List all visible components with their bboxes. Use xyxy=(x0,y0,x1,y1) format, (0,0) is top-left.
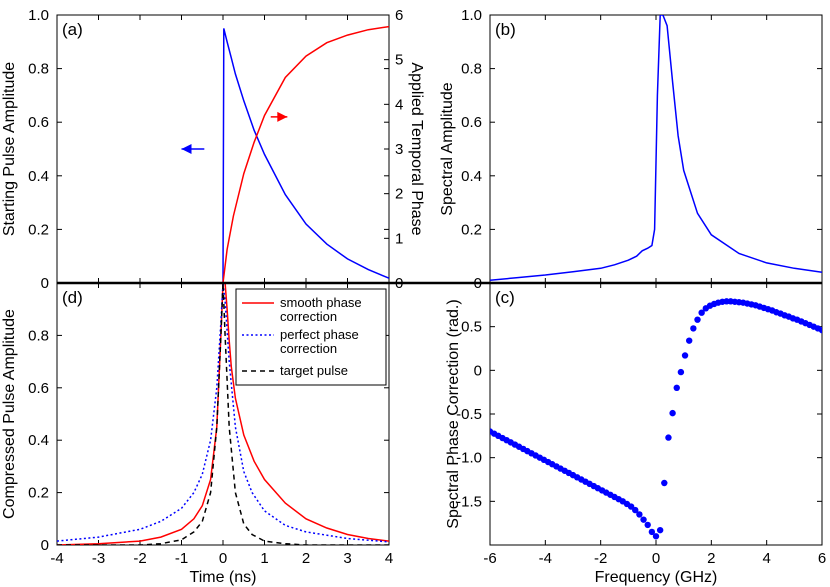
legend-entry: perfect phase correction xyxy=(280,327,359,356)
panel-c xyxy=(489,282,823,546)
x-tick-label: 0 xyxy=(652,550,660,567)
data-point xyxy=(694,316,701,323)
panel-label: (b) xyxy=(495,20,516,39)
y-tick-label: 0.8 xyxy=(28,327,49,344)
series-group-d xyxy=(57,283,389,545)
y-tick-label: 0.4 xyxy=(461,168,482,185)
panel-a xyxy=(56,14,390,284)
legend: smooth phase correction perfect phase corre… xyxy=(235,288,387,386)
x-tick-label: -1 xyxy=(175,550,188,567)
panel-label: (c) xyxy=(495,288,515,307)
data-point xyxy=(818,326,822,334)
x-tick-label: 4 xyxy=(385,550,393,567)
legend-entry: smooth phase correction xyxy=(280,295,362,324)
x-tick-label: 3 xyxy=(343,550,351,567)
x-tick-label: 0 xyxy=(219,550,227,567)
series-group-a xyxy=(57,25,389,283)
data-point xyxy=(644,521,651,529)
data-point xyxy=(636,511,643,518)
y-tick-label: 0.5 xyxy=(461,319,482,336)
x-tick-label: 2 xyxy=(302,550,310,567)
y-tick-label: 0.2 xyxy=(28,221,49,238)
x-tick-label: -4 xyxy=(539,550,552,567)
data-point xyxy=(681,352,689,359)
y-tick-label: 1.0 xyxy=(461,7,482,24)
data-point xyxy=(640,516,647,523)
data-point xyxy=(661,479,668,487)
data-point xyxy=(677,368,685,376)
series-line xyxy=(57,25,389,283)
x-tick-label: 1 xyxy=(260,550,268,567)
y-axis-label: Spectral Phase Correction (rad.) xyxy=(445,299,462,528)
y2-tick-label: 1 xyxy=(395,230,403,247)
y-tick-label: -1.5 xyxy=(456,493,482,510)
x-tick-label: -2 xyxy=(133,550,146,567)
x-axis-label: Frequency (GHz) xyxy=(595,569,718,586)
legend-box xyxy=(235,288,387,386)
panel-label: (d) xyxy=(62,288,83,307)
y-tick-label: 0.6 xyxy=(28,380,49,397)
series-line xyxy=(57,28,389,283)
series-line xyxy=(490,15,822,282)
data-point xyxy=(652,533,660,540)
series-group-c xyxy=(490,298,822,540)
series-perfect-phase-correction xyxy=(57,283,389,543)
data-point xyxy=(656,526,664,534)
x-tick-label: -4 xyxy=(50,550,63,567)
x-tick-label: 6 xyxy=(818,550,826,567)
y-tick-label: 0.8 xyxy=(28,61,49,78)
data-point xyxy=(632,506,639,514)
y-tick-label: 0.2 xyxy=(28,485,49,502)
y-tick-label: 0 xyxy=(41,275,49,292)
y-tick-label: 0.2 xyxy=(461,221,482,238)
y-tick-label: 1.0 xyxy=(28,7,49,24)
panel-label: (a) xyxy=(62,20,83,39)
y2-tick-label: 3 xyxy=(395,141,403,158)
data-point xyxy=(648,528,656,536)
arrow-right-head xyxy=(277,111,288,122)
data-point xyxy=(669,409,676,417)
data-point xyxy=(686,337,693,344)
panel-d: smooth phase correction perfect phase corre… xyxy=(56,282,390,546)
data-point xyxy=(690,325,697,332)
data-point xyxy=(665,434,672,441)
x-axis-label: Time (ns) xyxy=(190,569,257,586)
x-tick-label: 2 xyxy=(707,550,715,567)
y2-tick-label: 2 xyxy=(395,186,403,203)
y2-tick-label: 6 xyxy=(395,7,403,24)
data-point xyxy=(673,384,680,391)
x-tick-label: 4 xyxy=(762,550,770,567)
y-tick-label: -0.5 xyxy=(456,406,482,423)
x-tick-label: -6 xyxy=(483,550,496,567)
y-axis-label: Starting Pulse Amplitude xyxy=(1,62,18,236)
plot-frame-c xyxy=(489,282,823,546)
y-tick-label: 0.6 xyxy=(28,114,49,131)
series-group-b xyxy=(490,15,822,282)
y-tick-label: 0.8 xyxy=(461,61,482,78)
y-tick-label: 0 xyxy=(474,362,482,379)
y-axis-label: Compressed Pulse Amplitude xyxy=(1,309,18,519)
legend-entry: target pulse xyxy=(280,363,348,378)
y-tick-label: 0.4 xyxy=(28,432,49,449)
series-smooth-phase-correction xyxy=(57,283,389,545)
y2-tick-label: 5 xyxy=(395,52,403,69)
y-axis-label: Spectral Amplitude xyxy=(439,82,456,216)
y-tick-label: 0.4 xyxy=(28,168,49,185)
y2-tick-label: 4 xyxy=(395,96,403,113)
panel-b xyxy=(489,14,823,284)
y-tick-label: 0 xyxy=(41,537,49,554)
x-tick-label: -3 xyxy=(92,550,105,567)
y2-axis-label: Applied Temporal Phase xyxy=(408,62,425,235)
arrow-left-head xyxy=(181,144,192,154)
x-tick-label: -2 xyxy=(594,550,607,567)
y-tick-label: -1.0 xyxy=(456,450,482,467)
data-point xyxy=(698,309,705,316)
y-tick-label: 0.6 xyxy=(461,114,482,131)
